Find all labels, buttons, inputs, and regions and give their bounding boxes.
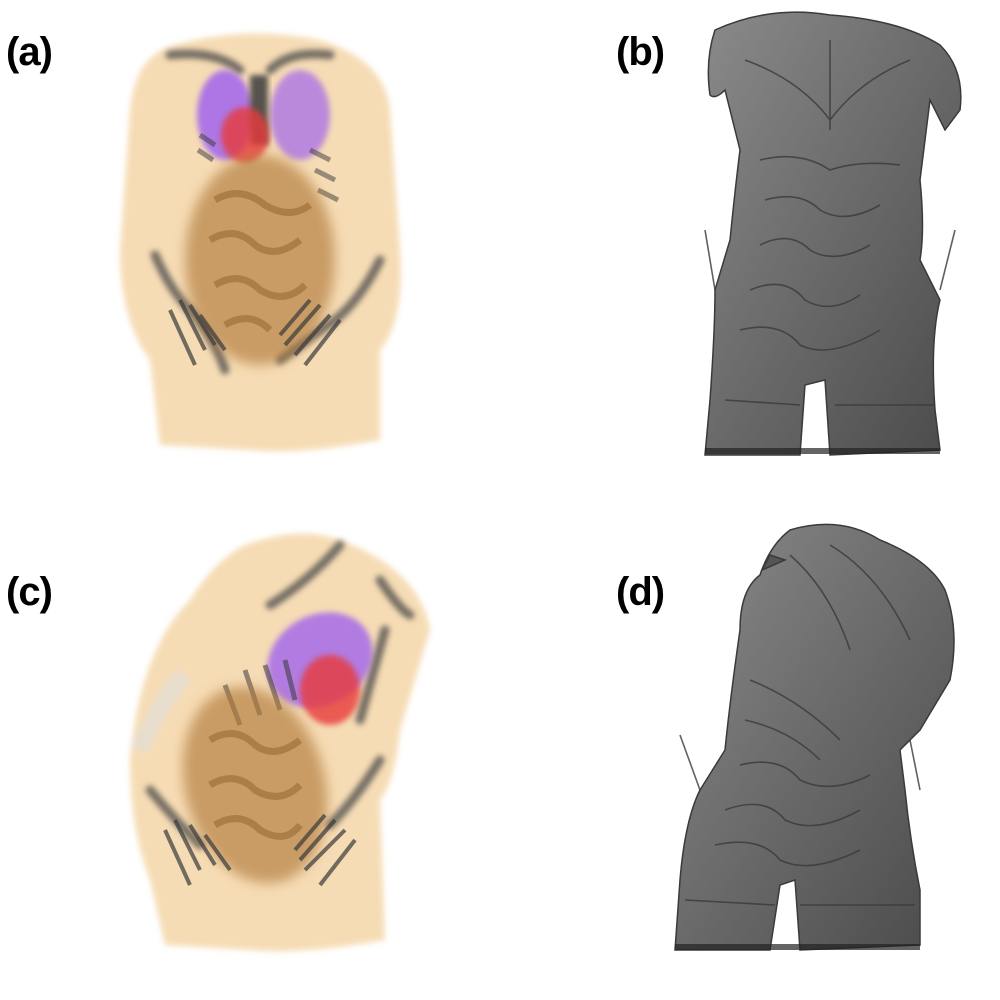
volume-render-rotated [130,533,430,952]
hand-bones [163,813,357,887]
surface-render-frontal [704,11,962,456]
torso-surface [674,523,955,951]
muscle-lines [679,544,921,906]
panel-label-c: (c) [6,570,53,614]
muscle-lines [704,40,956,406]
volume-render-frontal [120,33,401,452]
panel-b: (b) [500,0,1000,500]
hand-bones [168,298,342,367]
panel-label-a: (a) [6,30,53,74]
panel-a: (a) [0,0,500,500]
heart [300,655,360,725]
panel-label-d: (d) [616,570,665,614]
ribs [196,132,340,203]
panel-c: (c) [0,500,500,1000]
bowel-loops [208,730,303,840]
base-shadow [675,944,920,950]
panel-d: (d) [500,500,1000,1000]
panel-label-b: (b) [616,30,665,74]
abdominal-organs [182,686,328,884]
heart [221,107,269,163]
skeleton [145,540,415,850]
base-shadow [705,448,940,454]
bowel-loops [208,190,313,333]
surface-render-rotated [674,523,955,951]
torso-surface [704,11,962,456]
